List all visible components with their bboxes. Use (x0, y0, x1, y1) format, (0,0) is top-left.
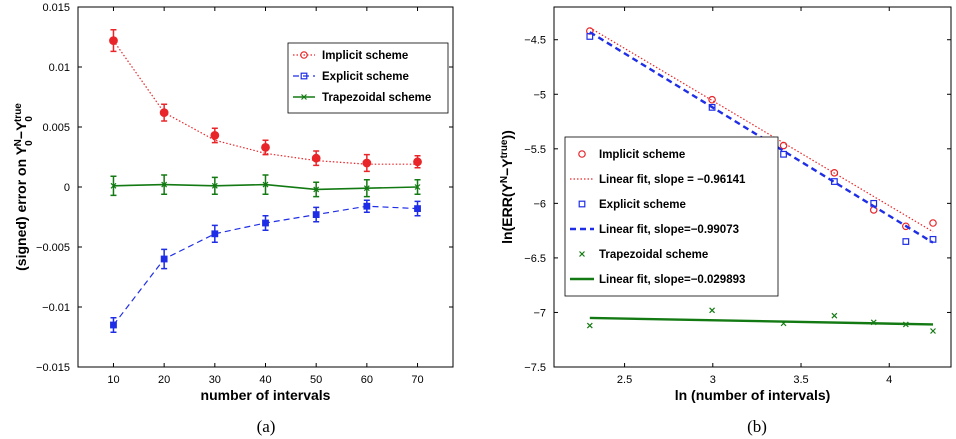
panel-a-x-tick-label: 60 (361, 374, 373, 386)
data-point (313, 186, 320, 193)
panel-b-ticks: 2.5 3 3.5 4 −7.5 −7 −6.5 −6 −5.5 −5 −4.5 (524, 7, 951, 386)
panel-a-x-tick-label: 10 (107, 374, 119, 386)
legend-entry: Linear fit, slope=−0.99073 (599, 224, 739, 236)
data-point (708, 95, 716, 104)
panel-a-y-tick-label: 0.015 (42, 2, 70, 14)
data-point (362, 158, 372, 168)
data-point (780, 150, 787, 158)
data-point (414, 184, 421, 190)
legend-entry: Explicit scheme (599, 199, 686, 211)
data-point (708, 103, 716, 111)
data-point (160, 255, 168, 263)
legend-entry: Implicit scheme (599, 149, 685, 161)
data-point (902, 238, 910, 245)
data-point (159, 108, 169, 117)
legend-swatch-marker (578, 200, 586, 208)
panel-b-y-tick-label: −6.5 (524, 253, 546, 265)
panel-b-y-tick-label: −7 (533, 307, 546, 319)
panel-b-y-tick-label: −4.5 (524, 35, 546, 47)
data-point (262, 181, 269, 188)
panel-a-y-tick-label: −0.005 (36, 242, 70, 254)
data-point (211, 230, 219, 238)
panel-b-y-tick-label: −5 (533, 89, 546, 101)
panel-a-y-tick-label: 0.01 (49, 62, 70, 74)
legend-entry: Implicit scheme (322, 50, 408, 62)
panel-a-x-tick-label: 50 (310, 374, 322, 386)
panel-b-x-axis-label: ln (number of intervals) (675, 387, 831, 403)
panel-a-y-tick-label: 0 (64, 182, 70, 194)
panel-b-legend: Implicit scheme Linear fit, slope = −0.96… (564, 136, 779, 297)
panel-b-x-tick-label: 3.5 (793, 374, 808, 386)
data-point (110, 321, 117, 329)
data-point (414, 205, 421, 213)
panel-b-y-tick-label: −7.5 (524, 362, 546, 374)
legend-swatch-marker (300, 51, 308, 59)
data-point (413, 157, 422, 167)
legend-entry: Trapezoidal scheme (599, 249, 708, 261)
panel-b-legend-box (564, 136, 779, 297)
panel-a-series (109, 29, 422, 333)
fit-line (589, 316, 934, 326)
legend-swatch-marker (300, 72, 308, 80)
data-point (902, 222, 910, 231)
data-point (586, 322, 593, 329)
panel-a-x-tick-label: 70 (411, 374, 423, 386)
legend-swatch-marker (301, 94, 307, 100)
data-point (363, 185, 370, 192)
panel-b-chart: 2.5 3 3.5 4 −7.5 −7 −6.5 −6 −5.5 −5 −4.5 ln (numbe… (499, 6, 952, 436)
panel-b-x-tick-label: 3 (710, 374, 716, 386)
legend-entry: Trapezoidal scheme (322, 92, 431, 104)
panel-b-caption: (b) (747, 417, 767, 436)
panel-a-x-tick-label: 30 (209, 374, 221, 386)
legend-swatch-marker (578, 150, 586, 158)
data-point (161, 181, 168, 188)
data-point (831, 312, 838, 319)
panel-b-y-tick-label: −5.5 (524, 144, 546, 156)
legend-entry: Explicit scheme (322, 71, 409, 83)
legend-swatch-marker (579, 251, 585, 257)
data-point (110, 182, 117, 189)
data-point (210, 130, 220, 140)
legend-entry: Linear fit, slope=−0.029893 (599, 274, 745, 286)
panel-b-x-tick-label: 2.5 (617, 374, 632, 386)
data-point (709, 307, 716, 314)
data-point (929, 219, 937, 227)
data-point (261, 142, 270, 152)
data-point (930, 328, 936, 334)
legend-entry: Linear fit, slope = −0.96141 (599, 174, 746, 186)
panel-a-legend: Implicit scheme Explicit scheme Trapezoida… (287, 42, 449, 114)
panel-b-y-axis-label: ln(ERR(YN−Ytrue)) (499, 130, 516, 244)
data-point (363, 202, 371, 210)
data-point (311, 153, 321, 163)
panel-a-ticks: 10 20 30 40 50 60 70 −0.015 −0.01 −0.005 0 0.005 0.0… (36, 2, 453, 386)
panel-a-x-axis-label: number of intervals (201, 387, 331, 403)
panel-a-y-tick-label: −0.01 (42, 302, 70, 314)
data-point (312, 211, 320, 219)
panel-a-y-tick-label: 0.005 (42, 122, 70, 134)
panel-b-x-tick-label: 4 (886, 374, 892, 386)
data-point (211, 182, 218, 189)
data-point (830, 169, 839, 177)
data-point (109, 36, 118, 45)
panel-a-x-tick-label: 40 (259, 374, 271, 386)
data-point (262, 219, 269, 227)
panel-a-chart: 10 20 30 40 50 60 70 −0.015 −0.01 −0.005 0 0.005 0.0… (13, 2, 454, 436)
panel-a-y-axis-label: (signed) error on Y0N−Y0true (13, 103, 35, 271)
panel-a-caption: (a) (257, 417, 276, 436)
data-point (586, 33, 594, 40)
panel-a-y-tick-label: −0.015 (36, 362, 70, 374)
fit-line (589, 27, 934, 233)
panel-b-y-tick-label: −6 (533, 198, 546, 210)
panel-a-x-tick-label: 20 (158, 374, 170, 386)
